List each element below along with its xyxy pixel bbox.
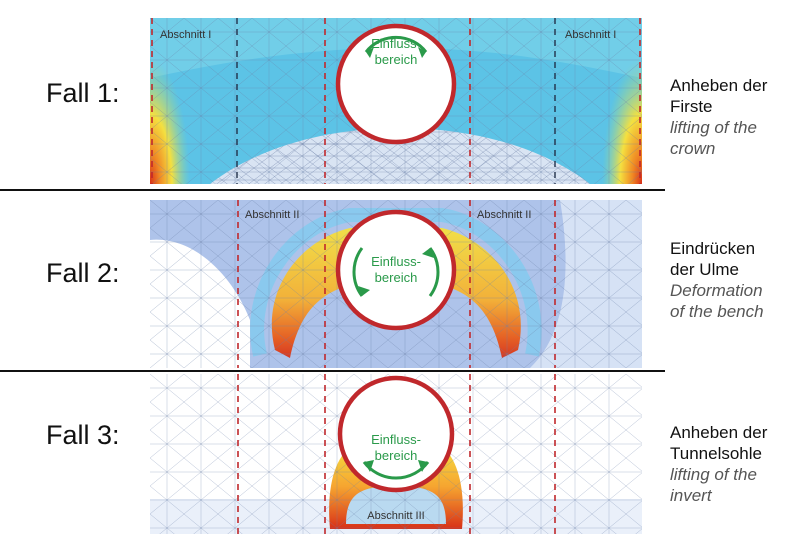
section-label-left: Abschnitt I — [160, 29, 211, 41]
stress-panel-2: Einfluss- bereich Abschnitt II Abschnitt… — [150, 200, 642, 368]
influence-arrow-icon — [364, 35, 428, 53]
stress-panel-1: Einfluss- bereich Abschnitt I Abschnitt … — [150, 18, 642, 184]
case-row-2: Fall 2: Einfluss- bereich A — [0, 190, 800, 370]
influence-label-2: bereich — [375, 270, 418, 285]
row-separator — [0, 370, 665, 372]
case-row-3: Fall 3: Einfluss- bereich Abschnitt I — [0, 372, 800, 560]
influence-label-1: Einfluss- — [371, 432, 421, 447]
section-boundary-lines — [151, 18, 641, 184]
tunnel-ring — [335, 23, 457, 145]
section-label-right: Abschnitt II — [477, 209, 531, 221]
case-row-1: Fall 1: — [0, 0, 800, 190]
influence-label-1: Einfluss- — [371, 254, 421, 269]
section-label-center: Abschnitt III — [367, 510, 424, 522]
stress-panel-3: Einfluss- bereich Abschnitt III — [150, 374, 642, 534]
influence-label-1: Einfluss- — [371, 36, 421, 51]
influence-label-2: bereich — [375, 52, 418, 67]
case-description: Eindrücken der Ulme Deformation of the ben… — [670, 239, 764, 321]
case-description: Anheben der Tunnelsohle lifting of the inv… — [670, 423, 768, 505]
influence-arrow-icon — [352, 247, 364, 297]
case-label: Fall 2: — [46, 258, 120, 288]
case-label: Fall 1: — [46, 78, 120, 108]
row-separator — [0, 189, 665, 191]
influence-label-2: bereich — [375, 448, 418, 463]
case-label: Fall 3: — [46, 420, 120, 450]
section-label-left: Abschnitt II — [245, 209, 299, 221]
case-description: Anheben der Firste lifting of the crown — [670, 76, 768, 158]
tunnel-ring — [335, 209, 457, 331]
section-label-right: Abschnitt I — [565, 29, 616, 41]
